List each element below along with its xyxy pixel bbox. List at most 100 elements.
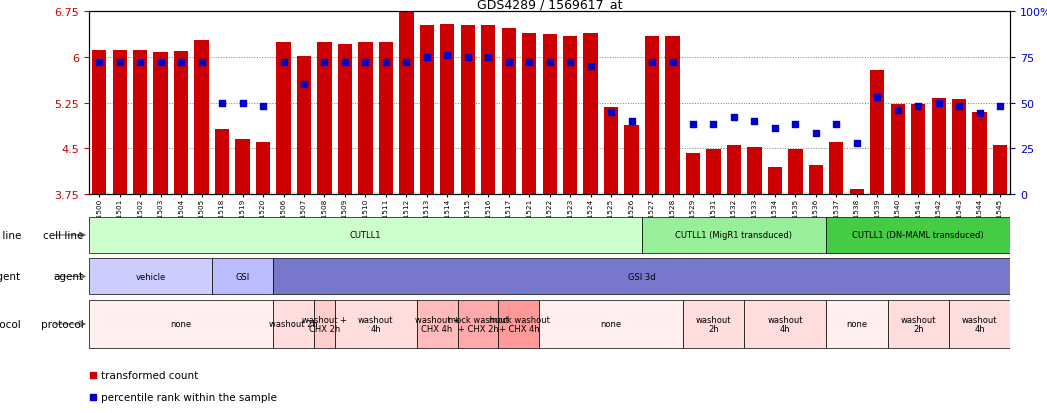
Bar	[195, 41, 208, 194]
Bar	[89, 218, 642, 253]
Text: transformed count: transformed count	[101, 370, 198, 380]
Bar	[993, 146, 1007, 194]
Bar	[133, 50, 148, 194]
Point	[111, 60, 128, 66]
Text: none: none	[601, 320, 622, 329]
Point	[726, 114, 742, 121]
Bar	[542, 35, 557, 194]
Point	[889, 107, 906, 114]
Bar	[539, 300, 683, 348]
Bar	[236, 140, 250, 194]
Text: washout
4h: washout 4h	[358, 315, 394, 334]
Bar	[870, 71, 885, 194]
Text: washout +
CHX 4h: washout + CHX 4h	[415, 315, 460, 334]
Bar	[420, 26, 435, 194]
Bar	[583, 33, 598, 194]
Text: GSI: GSI	[236, 272, 249, 281]
Point	[582, 64, 599, 70]
Bar	[440, 24, 454, 194]
Bar	[89, 300, 273, 348]
Bar	[707, 150, 720, 194]
Text: washout
2h: washout 2h	[695, 315, 731, 334]
Point	[214, 100, 230, 107]
Bar	[973, 112, 987, 194]
Bar	[952, 100, 966, 194]
Bar	[317, 43, 332, 194]
Point	[685, 122, 701, 128]
Text: agent: agent	[0, 272, 21, 282]
Bar	[683, 300, 744, 348]
Point	[787, 122, 804, 128]
Text: mock washout
+ CHX 2h: mock washout + CHX 2h	[447, 315, 509, 334]
Point	[992, 104, 1008, 110]
Bar	[498, 300, 539, 348]
Text: washout 2h: washout 2h	[269, 320, 318, 329]
Bar	[744, 300, 826, 348]
Bar	[645, 37, 660, 194]
Bar	[686, 154, 700, 194]
Bar	[624, 126, 639, 194]
Bar	[522, 33, 536, 194]
Point	[705, 122, 721, 128]
Bar	[665, 37, 680, 194]
Bar	[211, 259, 273, 294]
Bar	[788, 150, 803, 194]
Point	[419, 55, 436, 61]
Bar	[89, 259, 211, 294]
Bar	[379, 43, 393, 194]
Text: none: none	[171, 320, 192, 329]
Bar	[417, 300, 458, 348]
Bar	[826, 218, 1010, 253]
Point	[807, 131, 824, 138]
Point	[931, 100, 948, 107]
Bar	[767, 168, 782, 194]
Bar	[296, 57, 311, 194]
Text: protocol: protocol	[41, 319, 84, 329]
Text: cell line: cell line	[43, 230, 84, 240]
Bar	[888, 300, 949, 348]
Bar	[502, 29, 516, 194]
Text: washout +
CHX 2h: washout + CHX 2h	[302, 315, 347, 334]
Point	[869, 95, 886, 101]
Point	[152, 60, 169, 66]
Point	[623, 118, 640, 125]
Bar	[911, 105, 926, 194]
Bar	[849, 190, 864, 194]
Point	[480, 55, 496, 61]
Bar	[949, 300, 1010, 348]
Text: none: none	[846, 320, 867, 329]
Bar	[335, 300, 417, 348]
Title: GDS4289 / 1569617_at: GDS4289 / 1569617_at	[477, 0, 622, 11]
Bar	[642, 218, 826, 253]
Text: washout
2h: washout 2h	[900, 315, 936, 334]
Bar	[338, 45, 352, 194]
Point	[664, 60, 681, 66]
Bar	[481, 26, 495, 194]
Bar	[748, 147, 761, 194]
Point	[357, 60, 374, 66]
Point	[398, 60, 415, 66]
Point	[132, 60, 149, 66]
Bar	[563, 37, 577, 194]
Point	[173, 60, 190, 66]
Text: agent: agent	[53, 272, 84, 282]
Point	[644, 60, 661, 66]
Point	[603, 109, 620, 116]
Bar	[154, 53, 168, 194]
Text: GSI 3d: GSI 3d	[628, 272, 655, 281]
Point	[910, 104, 927, 110]
Text: CUTLL1 (MigR1 transduced): CUTLL1 (MigR1 transduced)	[675, 231, 793, 240]
Text: protocol: protocol	[0, 319, 21, 329]
Bar	[808, 166, 823, 194]
Point	[562, 60, 579, 66]
Point	[336, 60, 353, 66]
Point	[194, 60, 210, 66]
Bar	[92, 50, 107, 194]
Bar	[273, 300, 314, 348]
Point	[439, 53, 455, 59]
Bar	[826, 300, 888, 348]
Bar	[276, 43, 291, 194]
Point	[254, 104, 271, 110]
Text: CUTLL1: CUTLL1	[350, 231, 381, 240]
Bar	[829, 142, 844, 194]
